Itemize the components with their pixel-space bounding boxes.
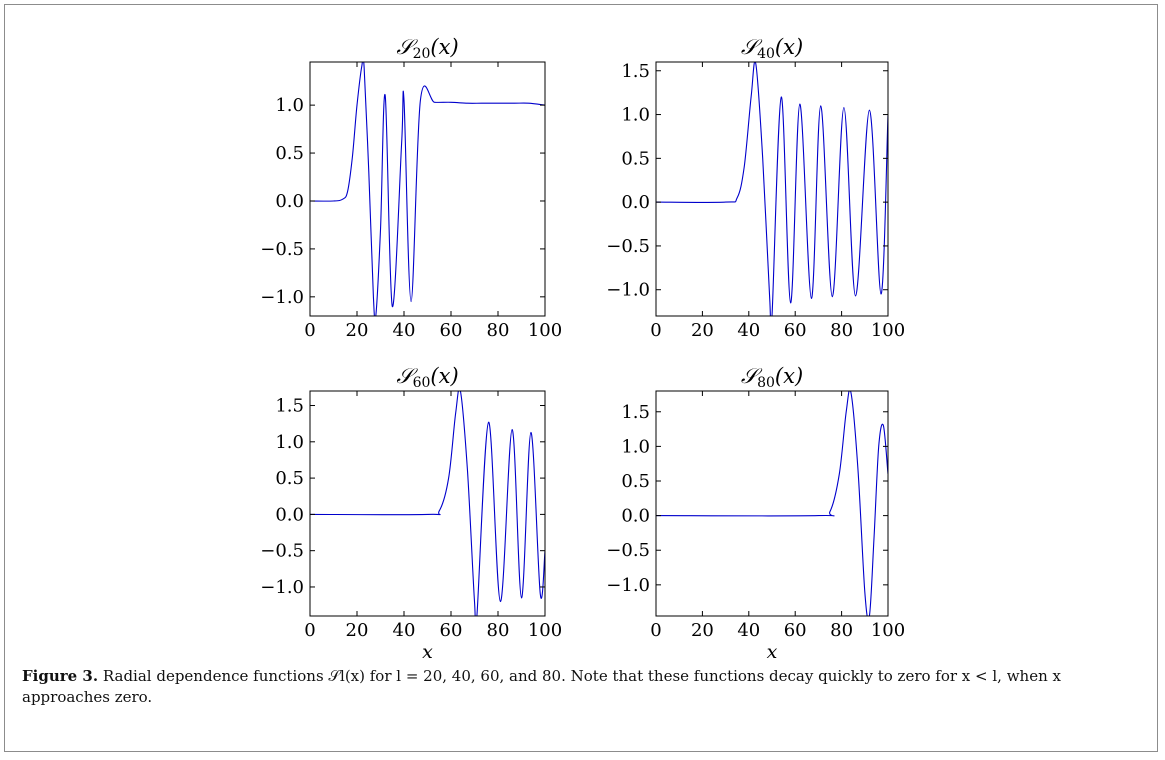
caption-label: Figure 3. [22, 667, 99, 685]
chart-title: 𝒮80(x) [741, 364, 803, 391]
y-tick-label: 1.5 [275, 396, 304, 417]
chart-panel-40: 0 20 40 60 80 100 −1.0 −0.5 0.0 0.5 1.0 1.5 𝒮40(x) [606, 35, 905, 341]
x-tick-label: 40 [393, 620, 416, 641]
x-axis-label: x [767, 641, 778, 660]
y-tick-label: −0.5 [606, 540, 650, 561]
x-tick-label: 0 [650, 320, 661, 341]
caption-text: Radial dependence functions 𝒮l(x) for l … [22, 667, 1061, 706]
y-tick-label: −1.0 [606, 280, 650, 301]
y-tick-label: 1.5 [621, 402, 650, 423]
chart-panel-20: 0 20 40 60 80 100 −1.0 −0.5 0.0 0.5 1.0 𝒮20(x) [260, 35, 562, 341]
chart-title: 𝒮60(x) [396, 364, 458, 391]
x-tick-label: 20 [346, 320, 369, 341]
chart-title: 𝒮20(x) [396, 35, 458, 62]
y-tick-label: 1.0 [275, 95, 304, 116]
y-tick-label: 1.0 [621, 105, 650, 126]
x-tick-label: 0 [304, 320, 315, 341]
x-tick-label: 40 [737, 620, 760, 641]
series-line-20 [310, 62, 545, 316]
figure-caption: Figure 3. Radial dependence functions 𝒮l… [22, 666, 1142, 708]
y-tick-label: −0.5 [260, 541, 304, 562]
series-line-60 [310, 391, 545, 616]
y-tick-label: 0.5 [621, 148, 650, 169]
figure-plots: 0 20 40 60 80 100 −1.0 −0.5 0.0 0.5 1.0 𝒮20(x) 0 20 40… [260, 35, 905, 660]
x-tick-label: 20 [691, 620, 714, 641]
x-tick-label: 40 [393, 320, 416, 341]
x-tick-label: 0 [650, 620, 661, 641]
y-tick-label: 0.0 [275, 504, 304, 525]
y-tick-label: 0.0 [621, 192, 650, 213]
plot-area-frame [309, 390, 546, 617]
x-tick-label: 80 [830, 320, 853, 341]
plot-area-frame [655, 61, 889, 317]
y-tick-label: 0.5 [275, 143, 304, 164]
y-tick-label: 0.0 [621, 506, 650, 527]
x-tick-label: 20 [346, 620, 369, 641]
x-tick-label: 100 [528, 620, 562, 641]
x-tick-label: 60 [784, 320, 807, 341]
x-tick-label: 100 [528, 320, 562, 341]
y-tick-label: −1.0 [260, 577, 304, 598]
plot-area-frame [655, 390, 889, 617]
chart-panel-60: 0 20 40 60 80 100 −1.0 −0.5 0.0 0.5 1.0 1.5 𝒮60(x) x [260, 364, 562, 660]
y-tick-label: 1.0 [275, 432, 304, 453]
series-line-40 [656, 62, 888, 316]
y-tick-label: 0.5 [621, 471, 650, 492]
y-tick-label: 0.5 [275, 468, 304, 489]
y-tick-label: 1.5 [621, 61, 650, 82]
x-tick-label: 100 [871, 320, 905, 341]
x-tick-label: 0 [304, 620, 315, 641]
series-line-80 [656, 391, 888, 616]
plot-area-frame [309, 61, 546, 317]
x-tick-label: 100 [871, 620, 905, 641]
x-tick-label: 80 [487, 320, 510, 341]
x-axis-label: x [422, 641, 433, 660]
chart-title: 𝒮40(x) [741, 35, 803, 62]
y-tick-label: 1.0 [621, 436, 650, 457]
y-tick-label: −1.0 [606, 575, 650, 596]
y-tick-label: 0.0 [275, 191, 304, 212]
x-tick-label: 60 [784, 620, 807, 641]
figure-frame [4, 4, 1158, 752]
x-tick-label: 20 [691, 320, 714, 341]
x-tick-label: 80 [830, 620, 853, 641]
x-tick-label: 60 [440, 620, 463, 641]
y-tick-label: −1.0 [260, 287, 304, 308]
x-tick-label: 60 [440, 320, 463, 341]
x-tick-label: 40 [737, 320, 760, 341]
chart-panel-80: 0 20 40 60 80 100 −1.0 −0.5 0.0 0.5 1.0 1.5 𝒮80(x) x [606, 364, 905, 660]
x-tick-label: 80 [487, 620, 510, 641]
y-tick-label: −0.5 [260, 239, 304, 260]
y-tick-label: −0.5 [606, 236, 650, 257]
